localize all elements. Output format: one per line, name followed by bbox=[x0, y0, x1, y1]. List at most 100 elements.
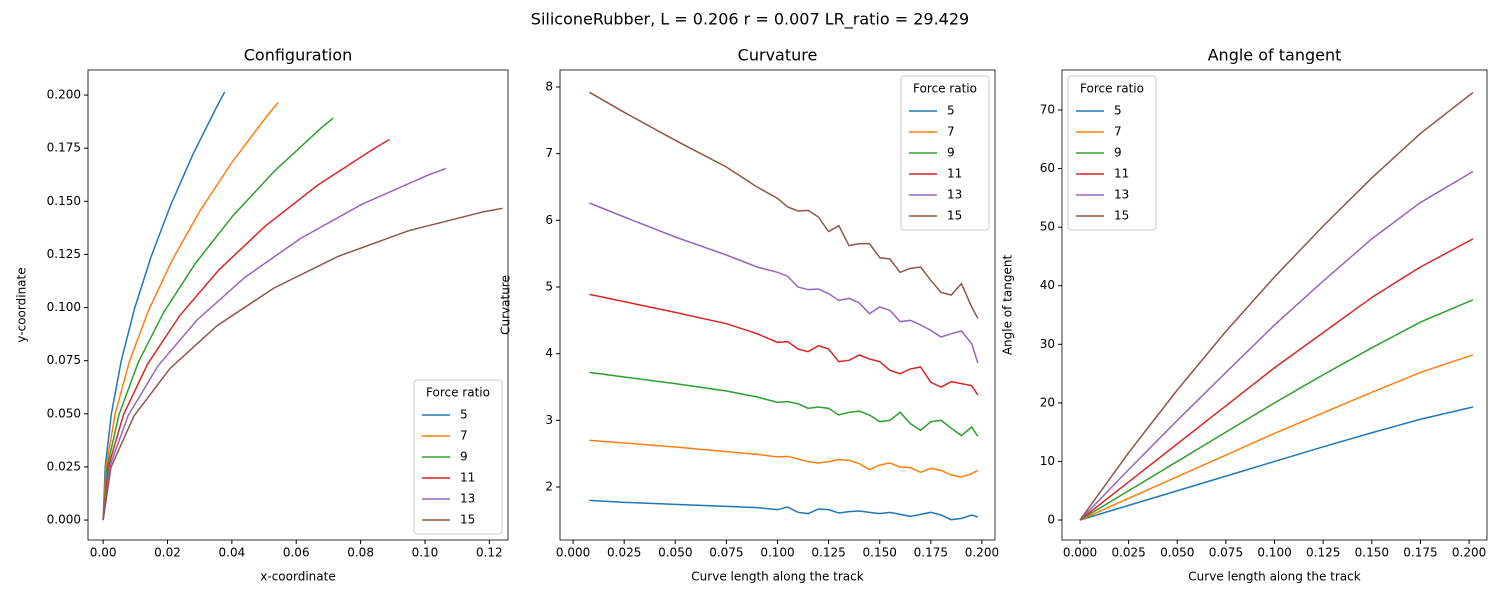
series-line bbox=[1079, 91, 1474, 521]
x-tick-label: 0.175 bbox=[1403, 546, 1437, 560]
x-tick-label: 0.050 bbox=[1160, 546, 1194, 560]
x-tick-label: 0.125 bbox=[1306, 546, 1340, 560]
series-line bbox=[589, 91, 979, 319]
axes-title: Configuration bbox=[244, 46, 353, 65]
axes-frame bbox=[1061, 69, 1488, 541]
series-line bbox=[1079, 299, 1474, 521]
y-tick-label: 10 bbox=[1040, 454, 1055, 468]
legend-label: 7 bbox=[460, 429, 468, 443]
y-tick-label: 4 bbox=[545, 346, 553, 360]
axes-title: Curvature bbox=[738, 46, 818, 65]
x-tick-label: 0.075 bbox=[709, 546, 743, 560]
y-tick-label: 0.075 bbox=[47, 353, 81, 367]
legend-label: 15 bbox=[947, 209, 962, 223]
x-tick-label: 0.12 bbox=[476, 546, 503, 560]
legend: Force ratio 5 7 9 11 13 15 bbox=[900, 75, 990, 231]
legend-label: 11 bbox=[947, 167, 962, 181]
y-tick-label: 50 bbox=[1040, 220, 1055, 234]
y-tick-label: 0.175 bbox=[47, 141, 81, 155]
legend: Force ratio 5 7 9 11 13 15 bbox=[1067, 75, 1157, 231]
y-tick-label: 30 bbox=[1040, 337, 1055, 351]
y-tick-label: 70 bbox=[1040, 103, 1055, 117]
y-tick-label: 5 bbox=[545, 280, 553, 294]
series-line bbox=[102, 117, 334, 521]
series-line bbox=[589, 371, 979, 437]
x-tick-label: 0.100 bbox=[760, 546, 794, 560]
y-tick-label: 40 bbox=[1040, 278, 1055, 292]
y-tick-label: 60 bbox=[1040, 161, 1055, 175]
axes-frame bbox=[87, 69, 509, 541]
legend-frame bbox=[1067, 75, 1157, 231]
series-line bbox=[102, 207, 503, 521]
y-tick-label: 7 bbox=[545, 146, 553, 160]
x-tick-label: 0.025 bbox=[1111, 546, 1145, 560]
legend-label: 9 bbox=[460, 450, 468, 464]
series-line bbox=[1079, 354, 1474, 521]
legend: Force ratio 5 7 9 11 13 15 bbox=[413, 379, 503, 535]
x-axis-label: Curve length along the track bbox=[1188, 570, 1360, 584]
legend-title: Force ratio bbox=[426, 386, 490, 400]
x-tick-label: 0.150 bbox=[863, 546, 897, 560]
series-line bbox=[589, 202, 979, 364]
legend-label: 5 bbox=[1114, 104, 1122, 118]
series-line bbox=[102, 167, 447, 521]
y-tick-label: 0.150 bbox=[47, 194, 81, 208]
y-tick-label: 0.200 bbox=[47, 88, 81, 102]
x-tick-label: 0.08 bbox=[347, 546, 374, 560]
series-line bbox=[102, 138, 390, 521]
series-line bbox=[1079, 406, 1474, 521]
x-tick-label: 0.150 bbox=[1355, 546, 1389, 560]
x-tick-label: 0.02 bbox=[154, 546, 181, 560]
y-tick-label: 0.000 bbox=[47, 513, 81, 527]
legend-frame bbox=[413, 379, 503, 535]
x-axis-label: x-coordinate bbox=[260, 570, 335, 584]
legend-label: 9 bbox=[947, 146, 955, 160]
y-tick-label: 3 bbox=[545, 413, 553, 427]
legend-label: 11 bbox=[460, 471, 475, 485]
series-line bbox=[1079, 170, 1474, 521]
x-tick-label: 0.200 bbox=[965, 546, 999, 560]
axes-frame bbox=[559, 69, 996, 541]
legend-title: Force ratio bbox=[913, 82, 977, 96]
series-line bbox=[102, 91, 226, 521]
legend-frame bbox=[900, 75, 990, 231]
legend-label: 9 bbox=[1114, 146, 1122, 160]
legend-label: 5 bbox=[947, 104, 955, 118]
x-tick-label: 0.050 bbox=[658, 546, 692, 560]
x-axis-label: Curve length along the track bbox=[691, 570, 863, 584]
legend-label: 5 bbox=[460, 408, 468, 422]
legend-label: 13 bbox=[1114, 188, 1129, 202]
x-tick-label: 0.000 bbox=[556, 546, 590, 560]
y-tick-label: 8 bbox=[545, 80, 553, 94]
series-line bbox=[589, 499, 979, 521]
x-tick-label: 0.025 bbox=[607, 546, 641, 560]
x-tick-label: 0.100 bbox=[1257, 546, 1291, 560]
legend-label: 15 bbox=[1114, 209, 1129, 223]
y-axis-label: Curvature bbox=[499, 275, 513, 335]
series-line bbox=[589, 439, 979, 478]
x-tick-label: 0.04 bbox=[219, 546, 246, 560]
y-axis-label: y-coordinate bbox=[15, 267, 29, 342]
x-tick-label: 0.075 bbox=[1209, 546, 1243, 560]
legend-label: 7 bbox=[947, 125, 955, 139]
series-line bbox=[102, 102, 279, 521]
figure-title: SiliconeRubber, L = 0.206 r = 0.007 LR_r… bbox=[531, 10, 969, 30]
y-tick-label: 6 bbox=[545, 213, 553, 227]
axes-title: Angle of tangent bbox=[1208, 46, 1342, 65]
x-tick-label: 0.10 bbox=[412, 546, 439, 560]
series-line bbox=[1079, 238, 1474, 521]
y-tick-label: 0.025 bbox=[47, 459, 81, 473]
x-tick-label: 0.125 bbox=[811, 546, 845, 560]
y-tick-label: 0.125 bbox=[47, 247, 81, 261]
y-tick-label: 20 bbox=[1040, 395, 1055, 409]
x-tick-label: 0.00 bbox=[90, 546, 117, 560]
y-tick-label: 0.100 bbox=[47, 300, 81, 314]
x-tick-label: 0.175 bbox=[914, 546, 948, 560]
legend-label: 11 bbox=[1114, 167, 1129, 181]
x-tick-label: 0.06 bbox=[283, 546, 310, 560]
y-tick-label: 0 bbox=[1047, 513, 1055, 527]
y-tick-label: 0.050 bbox=[47, 406, 81, 420]
y-axis-label: Angle of tangent bbox=[1001, 255, 1015, 356]
legend-label: 13 bbox=[947, 188, 962, 202]
